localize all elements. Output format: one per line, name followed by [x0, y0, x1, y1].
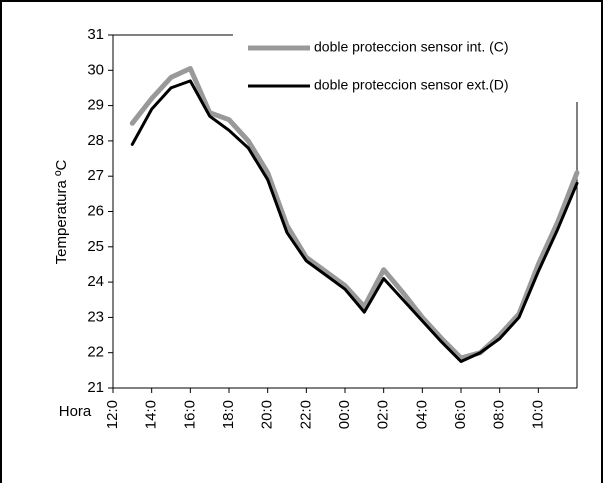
y-tick-label: 25 [87, 238, 104, 255]
x-tick-label: 22:0 [297, 400, 314, 429]
y-tick-label: 27 [87, 167, 104, 184]
x-tick-label: 10:0 [529, 400, 546, 429]
x-tick-label: 06:0 [452, 400, 469, 429]
x-tick-label: 00:0 [336, 400, 353, 429]
y-tick-label: 29 [87, 97, 104, 114]
y-tick-label: 30 [87, 61, 104, 78]
x-tick-label: 18:0 [220, 400, 237, 429]
y-tick-label: 26 [87, 202, 104, 219]
y-tick-label: 21 [87, 379, 104, 396]
x-tick-label: 08:0 [491, 400, 508, 429]
legend-label: doble proteccion sensor ext.(D) [314, 77, 509, 93]
y-tick-label: 31 [87, 26, 104, 43]
x-tick-label: 04:0 [413, 400, 430, 429]
y-tick-label: 28 [87, 132, 104, 149]
y-tick-label: 22 [87, 344, 104, 361]
x-tick-label: 20:0 [259, 400, 276, 429]
x-tick-label: 02:0 [375, 400, 392, 429]
series-line [130, 79, 579, 363]
y-tick-label: 24 [87, 273, 104, 290]
y-axis-label: Temperatura ºC [53, 159, 70, 264]
x-tick-label: 16:0 [181, 400, 198, 429]
legend-box [233, 30, 599, 102]
legend-label: doble proteccion sensor int. (C) [314, 39, 509, 55]
x-tick-label: 12:0 [104, 400, 121, 429]
series-line [129, 66, 580, 361]
y-tick-label: 23 [87, 308, 104, 325]
x-axis-label: Hora [59, 403, 92, 420]
x-tick-label: 14:0 [143, 400, 160, 429]
